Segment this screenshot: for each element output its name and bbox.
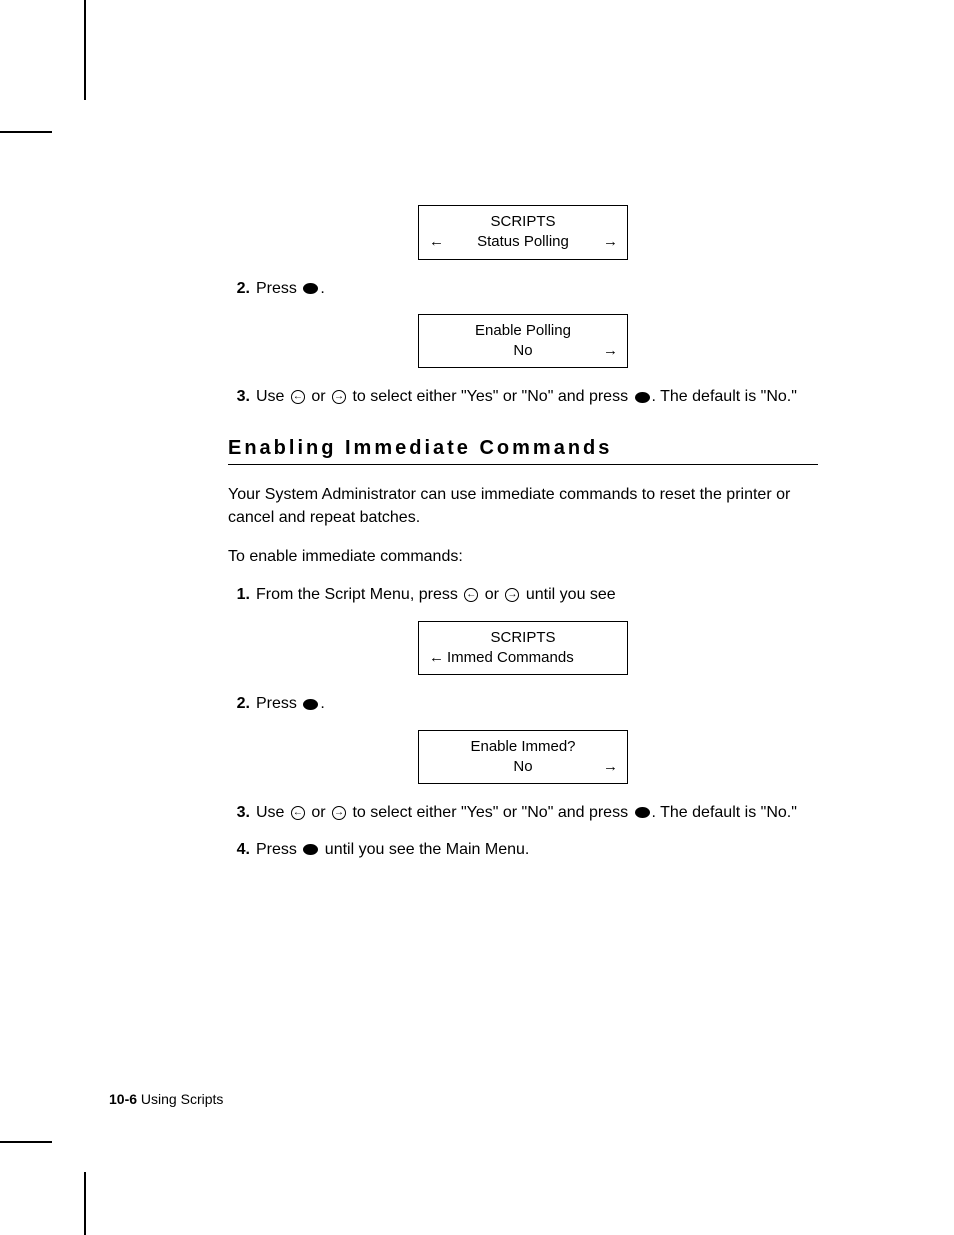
- body-paragraph: Your System Administrator can use immedi…: [228, 483, 818, 529]
- right-arrow-icon: →: [603, 232, 617, 252]
- text-fragment: to select either "Yes" or "No" and press: [348, 804, 633, 821]
- page-footer: 10-6 Using Scripts: [109, 1091, 223, 1107]
- left-arrow-icon: ←: [429, 648, 443, 668]
- steps-list-b3: 3. Use ← or → to select either "Yes" or …: [228, 802, 818, 861]
- text-fragment: . The default is "No.": [652, 388, 797, 405]
- lcd-line2: No: [443, 757, 603, 777]
- lcd-line1: SCRIPTS: [429, 628, 617, 648]
- step-number: 3.: [228, 802, 256, 824]
- crop-mark: [0, 1141, 52, 1143]
- body-paragraph: To enable immediate commands:: [228, 545, 818, 568]
- chapter-title: Using Scripts: [137, 1091, 223, 1107]
- text-fragment: Use: [256, 804, 289, 821]
- lcd-line1: Enable Polling: [429, 321, 617, 341]
- steps-list-b: 1. From the Script Menu, press ← or → un…: [228, 584, 818, 606]
- text-fragment: or: [307, 388, 330, 405]
- lcd-line2-row: ← Immed Commands: [429, 648, 617, 668]
- section-heading: Enabling Immediate Commands: [228, 437, 818, 465]
- left-nav-icon: ←: [464, 588, 478, 602]
- enter-button-icon: [635, 807, 650, 818]
- step-number: 2.: [228, 278, 256, 300]
- text-fragment: Press: [256, 280, 301, 297]
- text-fragment: until you see: [521, 586, 615, 603]
- enter-button-icon: [635, 392, 650, 403]
- lcd-display-enable-polling: Enable Polling No →: [418, 314, 628, 369]
- lcd-line2: Immed Commands: [443, 648, 617, 668]
- lcd-line1: Enable Immed?: [429, 737, 617, 757]
- text-fragment: Use: [256, 388, 289, 405]
- text-fragment: From the Script Menu, press: [256, 586, 462, 603]
- enter-button-icon: [303, 699, 318, 710]
- step-text: Press .: [256, 278, 818, 300]
- right-nav-icon: →: [332, 806, 346, 820]
- step-item: 2. Press .: [228, 693, 818, 715]
- crop-mark: [84, 0, 86, 100]
- steps-list-b2: 2. Press .: [228, 693, 818, 715]
- lcd-line2-row: No →: [429, 757, 617, 777]
- step-text: Use ← or → to select either "Yes" or "No…: [256, 802, 818, 824]
- text-fragment: or: [307, 804, 330, 821]
- left-nav-icon: ←: [291, 390, 305, 404]
- left-nav-icon: ←: [291, 806, 305, 820]
- step-item: 3. Use ← or → to select either "Yes" or …: [228, 386, 818, 408]
- steps-list-a2: 3. Use ← or → to select either "Yes" or …: [228, 386, 818, 408]
- step-number: 4.: [228, 839, 256, 861]
- lcd-line2: No: [443, 341, 603, 361]
- lcd-display-scripts-immed: SCRIPTS ← Immed Commands: [418, 621, 628, 676]
- step-number: 2.: [228, 693, 256, 715]
- right-nav-icon: →: [332, 390, 346, 404]
- enter-button-icon: [303, 844, 318, 855]
- right-nav-icon: →: [505, 588, 519, 602]
- step-item: 4. Press until you see the Main Menu.: [228, 839, 818, 861]
- lcd-line2-row: No →: [429, 341, 617, 361]
- text-fragment: .: [320, 280, 324, 297]
- crop-mark: [0, 131, 52, 133]
- step-item: 3. Use ← or → to select either "Yes" or …: [228, 802, 818, 824]
- right-arrow-icon: →: [603, 757, 617, 777]
- crop-mark: [84, 1172, 86, 1235]
- step-text: From the Script Menu, press ← or → until…: [256, 584, 818, 606]
- step-text: Use ← or → to select either "Yes" or "No…: [256, 386, 818, 408]
- enter-button-icon: [303, 283, 318, 294]
- left-arrow-icon: ←: [429, 232, 443, 252]
- text-fragment: . The default is "No.": [652, 804, 797, 821]
- page-content: SCRIPTS ← Status Polling → 2. Press . En…: [228, 205, 818, 875]
- step-item: 2. Press .: [228, 278, 818, 300]
- lcd-line2-row: ← Status Polling →: [429, 232, 617, 252]
- page-number: 10-6: [109, 1091, 137, 1107]
- text-fragment: to select either "Yes" or "No" and press: [348, 388, 633, 405]
- text-fragment: .: [320, 695, 324, 712]
- steps-list-a: 2. Press .: [228, 278, 818, 300]
- right-arrow-icon: →: [603, 341, 617, 361]
- text-fragment: until you see the Main Menu.: [320, 841, 529, 858]
- step-text: Press until you see the Main Menu.: [256, 839, 818, 861]
- text-fragment: or: [480, 586, 503, 603]
- lcd-display-scripts-polling: SCRIPTS ← Status Polling →: [418, 205, 628, 260]
- lcd-display-enable-immed: Enable Immed? No →: [418, 730, 628, 785]
- lcd-line1: SCRIPTS: [429, 212, 617, 232]
- step-number: 3.: [228, 386, 256, 408]
- text-fragment: Press: [256, 841, 301, 858]
- step-text: Press .: [256, 693, 818, 715]
- step-item: 1. From the Script Menu, press ← or → un…: [228, 584, 818, 606]
- text-fragment: Press: [256, 695, 301, 712]
- lcd-line2: Status Polling: [443, 232, 603, 252]
- step-number: 1.: [228, 584, 256, 606]
